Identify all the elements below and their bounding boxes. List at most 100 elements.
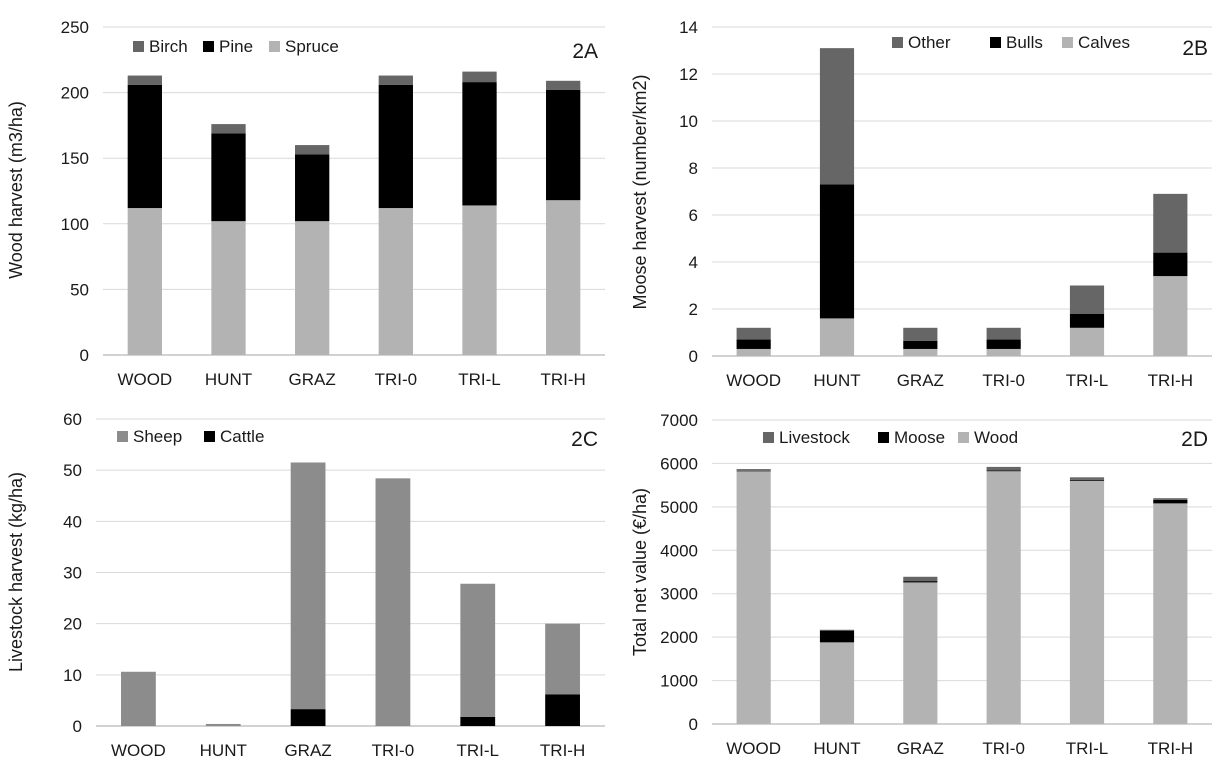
bar-cattle-tri-h bbox=[545, 694, 580, 726]
legend-swatch-wood bbox=[958, 432, 969, 443]
panel-label: 2A bbox=[572, 40, 598, 63]
x-tick-label: TRI-H bbox=[540, 741, 585, 760]
x-tick-label: TRI-0 bbox=[372, 741, 415, 760]
x-tick-label: TRI-0 bbox=[982, 371, 1025, 390]
bar-other-tri-l bbox=[1069, 285, 1105, 314]
bar-moose-tri-0 bbox=[986, 470, 1021, 472]
y-tick-label: 6 bbox=[689, 206, 698, 225]
legend-swatch-pine bbox=[203, 41, 214, 52]
chart-panel-2a: 0 50 100 150 200 250 Wood harvest (m3/ha) WOOD H… bbox=[6, 18, 605, 389]
x-tick-label: WOOD bbox=[726, 739, 781, 758]
y-tick-label: 50 bbox=[63, 461, 82, 480]
x-tick-label: WOOD bbox=[117, 370, 172, 389]
bar-birch-hunt bbox=[211, 124, 246, 134]
y-tick-label: 14 bbox=[679, 18, 698, 37]
y-axis-label: Livestock harvest (kg/ha) bbox=[6, 472, 26, 672]
y-tick-label: 2 bbox=[689, 300, 698, 319]
bar-calves-wood bbox=[736, 348, 771, 356]
y-tick-label: 4 bbox=[689, 253, 698, 272]
y-tick-label: 2000 bbox=[660, 628, 698, 647]
y-tick-label: 30 bbox=[63, 564, 82, 583]
bar-livestock-graz bbox=[903, 576, 938, 582]
bar-pine-wood bbox=[127, 84, 162, 209]
legend-swatch-livestock bbox=[763, 432, 774, 443]
x-tick-label: TRI-L bbox=[458, 370, 501, 389]
y-axis-label: Wood harvest (m3/ha) bbox=[6, 101, 26, 279]
legend-label-bulls: Bulls bbox=[1006, 33, 1043, 52]
legend-swatch-cattle bbox=[204, 431, 215, 442]
y-tick-label: 3000 bbox=[660, 585, 698, 604]
bar-calves-tri-0 bbox=[986, 348, 1021, 356]
bar-spruce-wood bbox=[127, 208, 162, 355]
bar-calves-tri-h bbox=[1153, 276, 1188, 356]
x-tick-label: WOOD bbox=[111, 741, 166, 760]
bar-wood-tri-h bbox=[1153, 503, 1188, 724]
legend-swatch-birch bbox=[133, 41, 144, 52]
y-tick-label: 0 bbox=[80, 346, 89, 365]
bar-calves-hunt bbox=[819, 318, 855, 356]
bar-spruce-tri-l bbox=[462, 205, 497, 355]
y-tick-label: 40 bbox=[63, 512, 82, 531]
bar-calves-tri-l bbox=[1069, 327, 1105, 356]
x-tick-label: TRI-H bbox=[541, 370, 586, 389]
legend-label-other: Other bbox=[908, 33, 951, 52]
bar-livestock-tri-h bbox=[1153, 498, 1188, 500]
y-tick-label: 0 bbox=[689, 347, 698, 366]
y-tick-label: 7000 bbox=[660, 411, 698, 430]
y-tick-label: 150 bbox=[61, 149, 89, 168]
panel-label: 2C bbox=[571, 428, 598, 451]
legend-swatch-spruce bbox=[269, 41, 280, 52]
y-tick-label: 20 bbox=[63, 615, 82, 634]
y-tick-label: 1000 bbox=[660, 672, 698, 691]
legend-swatch-other bbox=[892, 37, 903, 48]
bar-wood-tri-l bbox=[1069, 480, 1105, 724]
bar-pine-tri-0 bbox=[378, 84, 413, 209]
y-tick-label: 200 bbox=[61, 84, 89, 103]
chart-panel-2d: 0 1000 2000 3000 4000 5000 6000 7000 Total net v… bbox=[630, 411, 1212, 758]
y-tick-label: 60 bbox=[63, 410, 82, 429]
y-tick-label: 250 bbox=[61, 18, 89, 37]
y-tick-label: 10 bbox=[63, 666, 82, 685]
legend-label-birch: Birch bbox=[149, 37, 188, 56]
x-tick-label: TRI-L bbox=[1066, 371, 1109, 390]
bar-wood-hunt bbox=[819, 642, 855, 724]
bar-other-hunt bbox=[819, 48, 855, 185]
x-tick-label: GRAZ bbox=[284, 741, 331, 760]
y-tick-label: 50 bbox=[70, 280, 89, 299]
y-tick-label: 6000 bbox=[660, 454, 698, 473]
legend-label-pine: Pine bbox=[219, 37, 253, 56]
panel-label: 2D bbox=[1181, 428, 1208, 451]
x-tick-label: HUNT bbox=[813, 739, 860, 758]
bar-birch-tri-l bbox=[462, 71, 497, 83]
chart-panel-2b: 0 2 4 6 8 10 12 14 Moose harvest (number/km2) WOO… bbox=[630, 18, 1212, 390]
bar-moose-tri-h bbox=[1153, 499, 1188, 504]
bar-spruce-tri-h bbox=[546, 200, 581, 355]
x-tick-label: HUNT bbox=[813, 371, 860, 390]
x-tick-label: HUNT bbox=[200, 741, 247, 760]
bar-calves-graz bbox=[903, 348, 938, 356]
bar-sheep-tri-l bbox=[460, 583, 496, 717]
legend-label-calves: Calves bbox=[1078, 33, 1130, 52]
legend-label-spruce: Spruce bbox=[285, 37, 339, 56]
bar-spruce-tri-0 bbox=[378, 208, 413, 355]
bar-other-tri-0 bbox=[986, 327, 1021, 340]
y-tick-label: 0 bbox=[73, 717, 82, 736]
panel-label: 2B bbox=[1182, 37, 1208, 60]
bar-pine-tri-l bbox=[462, 82, 497, 206]
y-tick-label: 12 bbox=[679, 65, 698, 84]
x-tick-label: GRAZ bbox=[289, 370, 336, 389]
legend-label-livestock: Livestock bbox=[779, 428, 850, 447]
legend-swatch-bulls bbox=[990, 37, 1001, 48]
bar-cattle-tri-l bbox=[460, 716, 496, 726]
bar-wood-graz bbox=[903, 582, 938, 724]
bar-birch-graz bbox=[295, 145, 330, 155]
bar-spruce-graz bbox=[295, 221, 330, 355]
bar-livestock-tri-0 bbox=[986, 466, 1021, 471]
x-tick-label: TRI-L bbox=[457, 741, 500, 760]
bar-wood-wood bbox=[736, 471, 771, 724]
bar-pine-tri-h bbox=[546, 89, 581, 201]
bar-spruce-hunt bbox=[211, 221, 246, 355]
bar-wood-tri-0 bbox=[986, 471, 1021, 724]
bar-pine-graz bbox=[295, 154, 330, 222]
